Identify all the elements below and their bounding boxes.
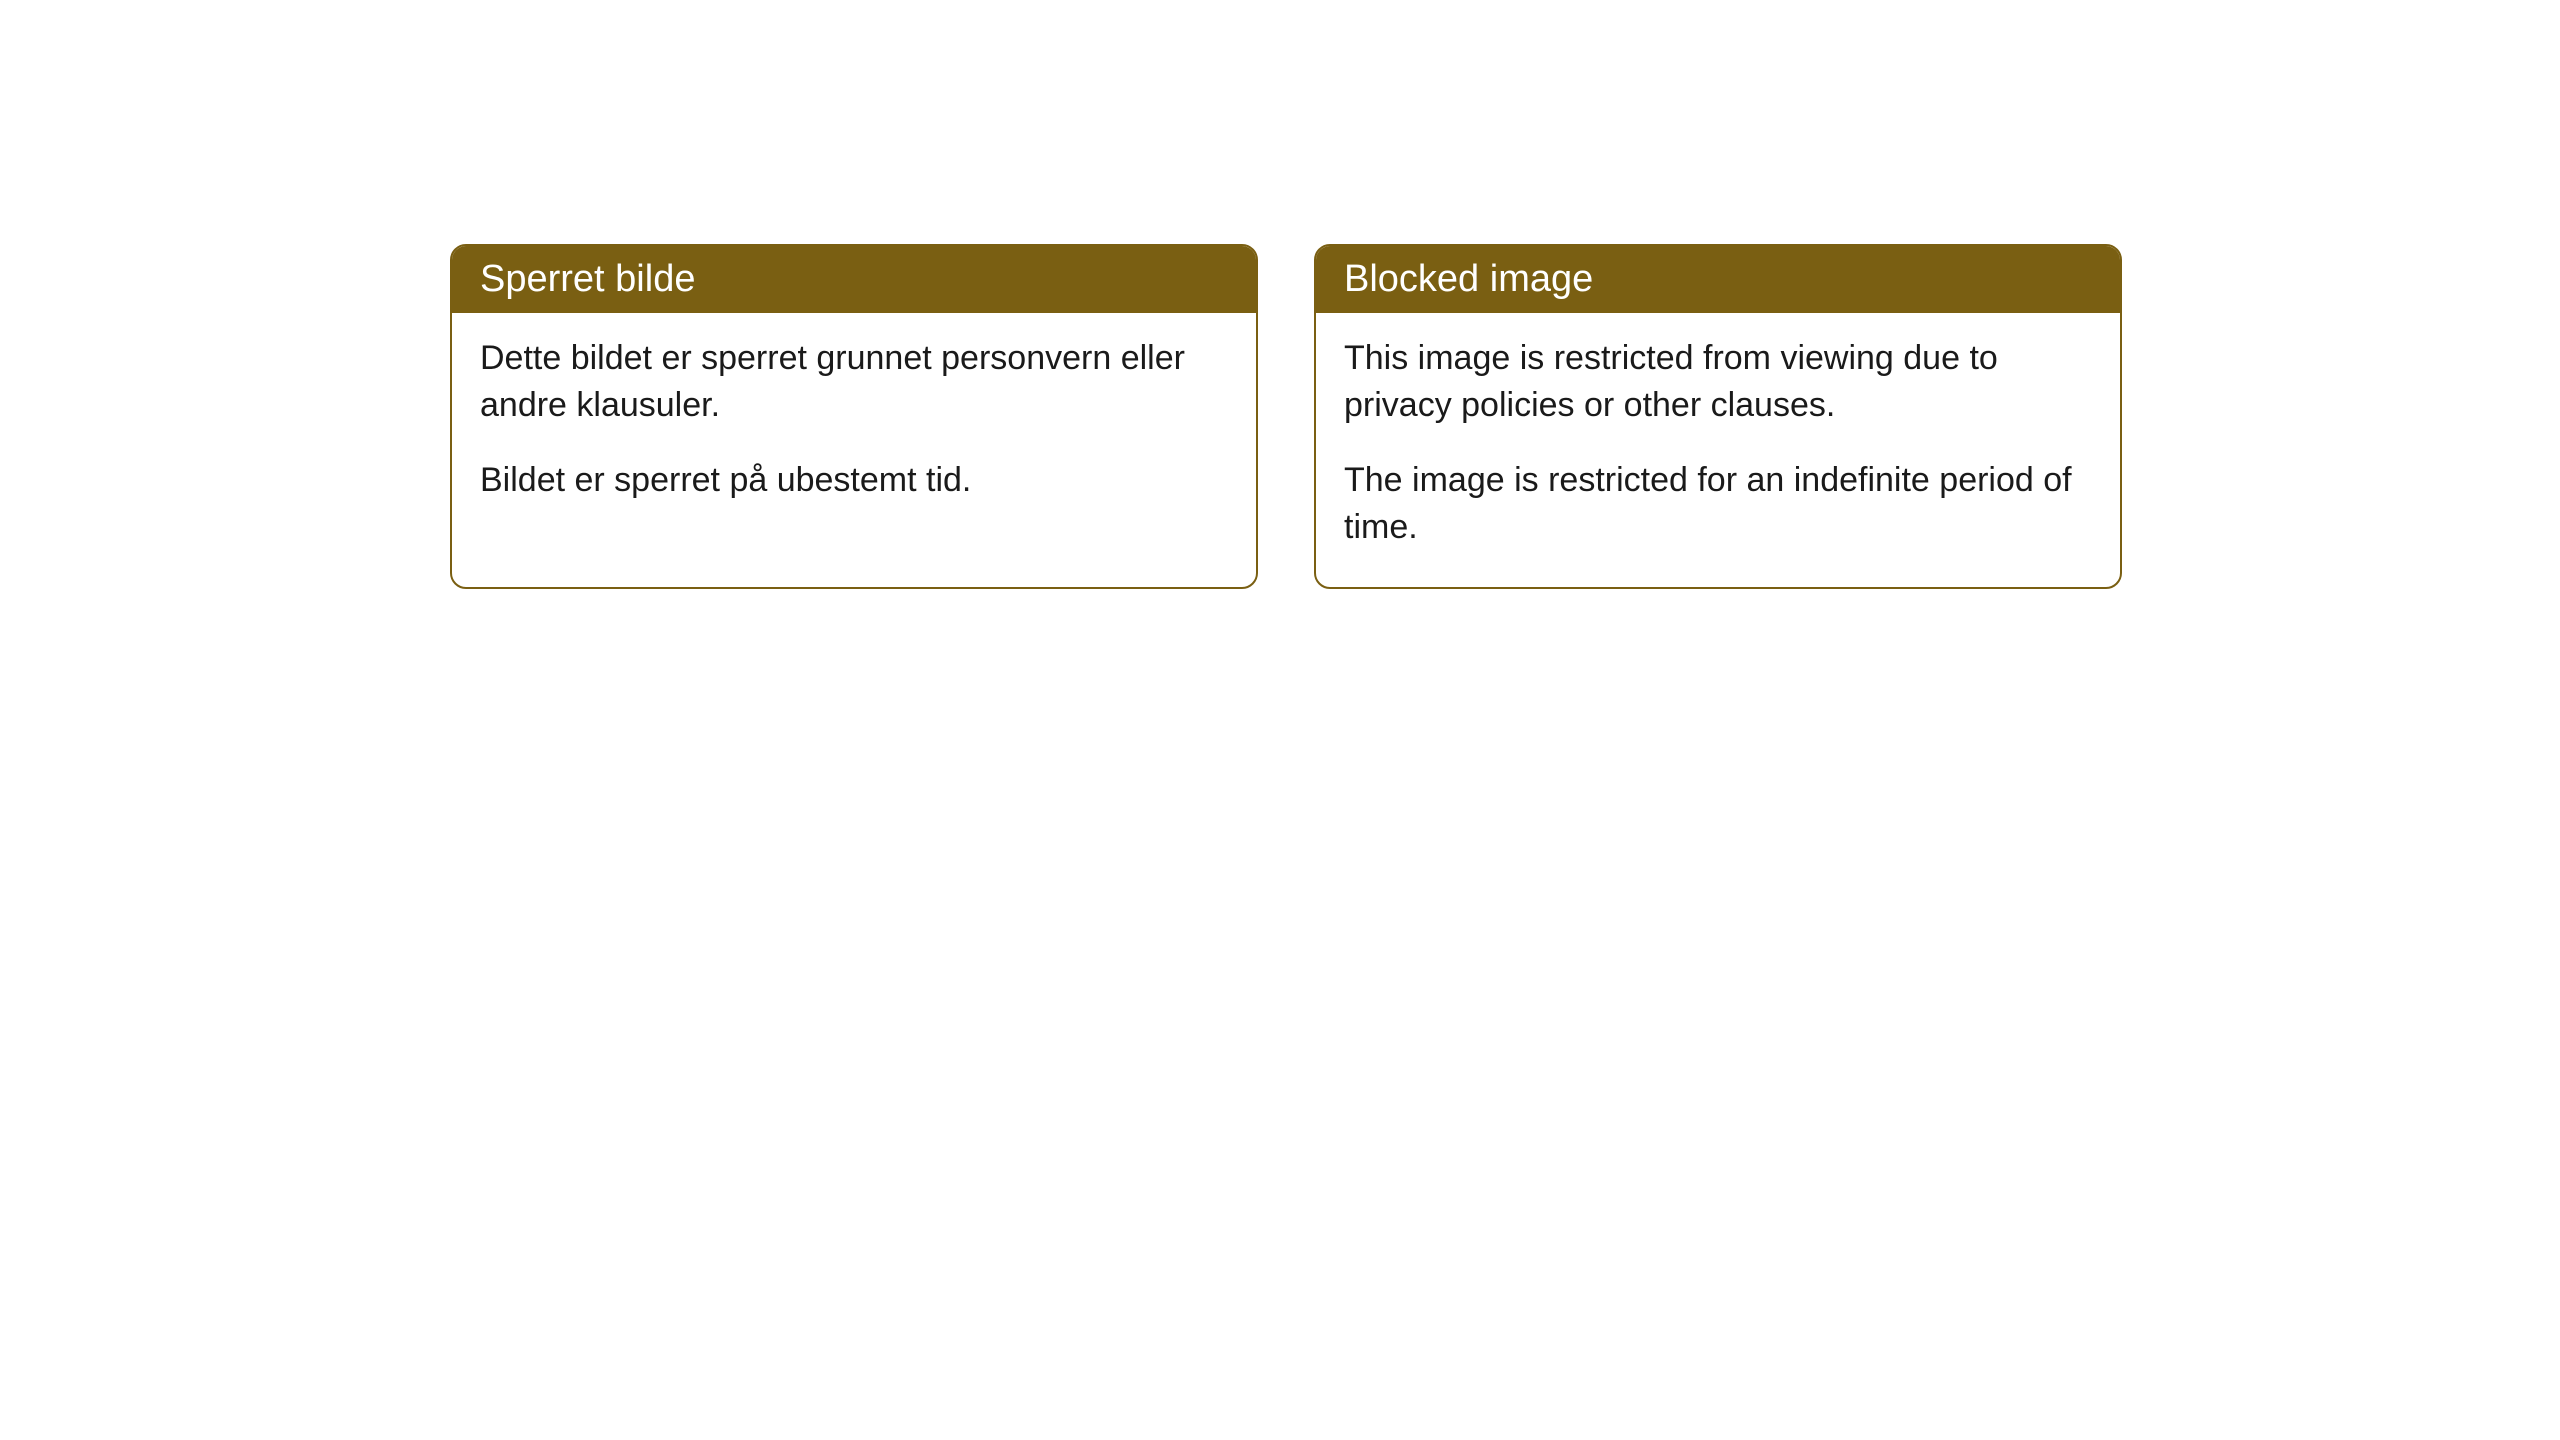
card-paragraph-2: The image is restricted for an indefinit… <box>1344 457 2092 551</box>
notice-card-english: Blocked image This image is restricted f… <box>1314 244 2122 589</box>
card-header: Blocked image <box>1316 246 2120 313</box>
card-body: This image is restricted from viewing du… <box>1316 313 2120 587</box>
card-header: Sperret bilde <box>452 246 1256 313</box>
card-body: Dette bildet er sperret grunnet personve… <box>452 313 1256 540</box>
card-title: Blocked image <box>1344 258 1593 300</box>
card-paragraph-2: Bildet er sperret på ubestemt tid. <box>480 457 1228 504</box>
card-paragraph-1: This image is restricted from viewing du… <box>1344 335 2092 429</box>
notice-container: Sperret bilde Dette bildet er sperret gr… <box>450 244 2122 589</box>
notice-card-norwegian: Sperret bilde Dette bildet er sperret gr… <box>450 244 1258 589</box>
card-paragraph-1: Dette bildet er sperret grunnet personve… <box>480 335 1228 429</box>
card-title: Sperret bilde <box>480 258 695 300</box>
